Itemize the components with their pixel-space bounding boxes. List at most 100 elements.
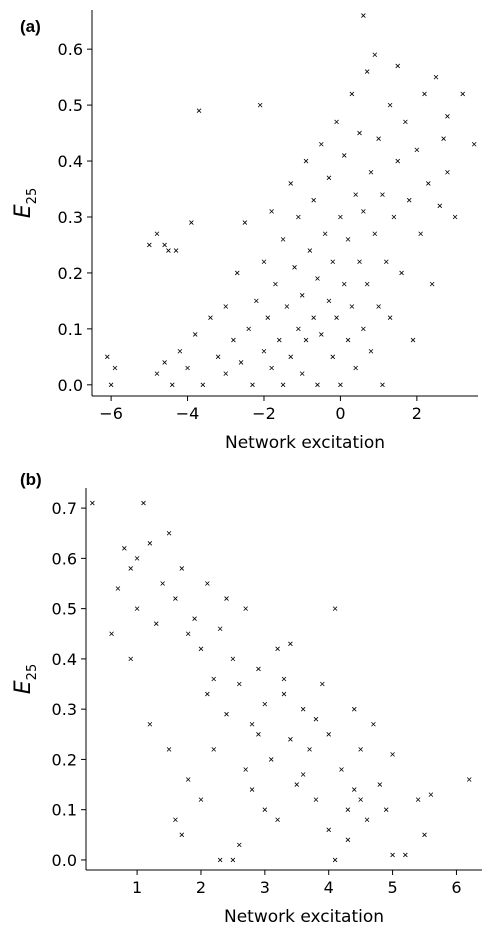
panel-a-data-point: [254, 298, 259, 304]
panel-b-data-point: [256, 732, 261, 737]
panel-b-data-point: [320, 681, 325, 687]
panel-a-data-point: [341, 153, 347, 158]
panel-a-data-point: [418, 231, 423, 237]
panel-a-y-tick-label: 0.3: [58, 208, 83, 227]
panel-b-data-point: [326, 732, 331, 737]
panel-a-data-point: [330, 259, 336, 265]
panel-a-data-point: [341, 281, 347, 287]
panel-b-data-point: [268, 757, 274, 762]
panel-a-x-tick-label: −4: [176, 404, 200, 423]
panel-b-data-point: [294, 782, 300, 787]
panel-a-data-point: [169, 382, 175, 388]
panel-a-data-point: [288, 354, 294, 360]
panel-a-data-point: [108, 382, 114, 388]
panel-a-data-point: [273, 281, 278, 287]
panel-b-data-point: [224, 711, 229, 717]
panel-a-x-tick-label: −2: [252, 404, 276, 423]
panel-a-label: (a): [20, 17, 41, 36]
panel-a-data-point: [280, 382, 286, 388]
panel-a-data-point: [391, 214, 397, 220]
panel-b-data-point: [345, 807, 351, 812]
panel-a-data-point: [303, 337, 309, 343]
panel-a-data-point: [345, 237, 351, 242]
panel-b-data-point: [134, 606, 140, 611]
panel-a-data-point: [349, 91, 355, 97]
panel-b-data-point: [173, 817, 178, 823]
panel-b-data-point: [377, 782, 383, 787]
panel-b-data-point: [122, 546, 127, 551]
panel-a-data-point: [445, 169, 450, 175]
panel-b-y-tick-label: 0.6: [52, 549, 77, 568]
panel-a-data-point: [303, 158, 309, 164]
panel-a-data-point: [292, 265, 297, 270]
panel-a-data-point: [433, 74, 439, 80]
panel-b-data-point: [313, 797, 319, 802]
panel-a-data-point: [246, 326, 251, 332]
panel-a-data-point: [387, 315, 393, 320]
panel-a-data-point: [265, 315, 271, 320]
panel-b-data-point: [422, 832, 427, 838]
panel-a-data-point: [162, 360, 167, 365]
panel-a-data-point: [368, 169, 374, 175]
panel-a-data-point: [353, 365, 358, 371]
panel-b-data-point: [128, 656, 133, 662]
panel-a-data-point: [441, 136, 446, 141]
panel-b-data-point: [185, 777, 191, 782]
panel-a-data-point: [322, 231, 328, 237]
panel-a-x-tick-label: 0: [335, 404, 345, 423]
panel-a-data-point: [364, 281, 370, 287]
panel-b-data-point: [230, 656, 236, 662]
panel-a-data-point: [338, 382, 343, 388]
panel-b-data-point: [115, 586, 121, 591]
panel-b-data-point: [345, 837, 351, 843]
panel-b-y-tick-label: 0.1: [52, 801, 77, 820]
panel-b-data-point: [249, 721, 255, 727]
panel-a-data-point: [311, 315, 316, 320]
panel-b-label: (b): [20, 470, 42, 489]
panel-b-data-point: [300, 706, 306, 712]
panel-a-data-point: [238, 360, 244, 365]
panel-b-data-point: [141, 500, 146, 506]
panel-b-data-point: [275, 817, 280, 823]
panel-b-y-tick-label: 0.4: [52, 650, 77, 669]
panel-b-data-point: [217, 626, 223, 632]
panel-a-data-point: [338, 214, 343, 220]
panel-a-data-point: [395, 158, 401, 164]
panel-b-data-point: [224, 596, 229, 601]
panel-b-data-point: [288, 737, 293, 742]
panel-a-data-point: [315, 276, 320, 281]
panel-a-data-point: [368, 348, 374, 354]
panel-b-data-point: [185, 631, 191, 637]
panel-a-data-point: [349, 304, 355, 309]
panel-a-data-point: [192, 332, 198, 337]
panel-a-data-point: [364, 69, 370, 74]
panel-b-x-axis-label: Network excitation: [224, 907, 384, 927]
panel-a-data-point: [353, 192, 358, 197]
panel-b-data-point: [134, 556, 140, 561]
panel-a-data-point: [429, 281, 435, 287]
panel-a-data-point: [223, 371, 229, 376]
panel-b-data-point: [428, 792, 434, 797]
panel-a-data-point: [414, 147, 420, 153]
panel-a-data-point: [357, 259, 362, 265]
panel-b-data-point: [198, 646, 204, 652]
panel-b-data-point: [262, 701, 268, 707]
panel-a-data-point: [231, 337, 236, 343]
panel-b-data-point: [403, 852, 408, 858]
panel-a-data-point: [200, 382, 206, 388]
panel-a-data-point: [234, 270, 240, 276]
panel-a-data-point: [376, 136, 381, 141]
panel-b-data-point: [332, 606, 338, 611]
panel-a-x-tick-label: 2: [412, 404, 422, 423]
panel-b-data-point: [281, 676, 287, 682]
panel-b-data-point: [153, 621, 159, 626]
panel-a-y-axis-label: E25: [11, 188, 40, 218]
panel-b-data-point: [351, 787, 357, 792]
panel-a-data-point: [361, 326, 366, 332]
panel-a-data-point: [189, 220, 194, 225]
panel-b-data-point: [179, 832, 185, 838]
panel-a-data-point: [296, 214, 301, 220]
panel-a-data-point: [445, 114, 450, 119]
panel-a-y-tick-label: 0.1: [58, 320, 83, 339]
